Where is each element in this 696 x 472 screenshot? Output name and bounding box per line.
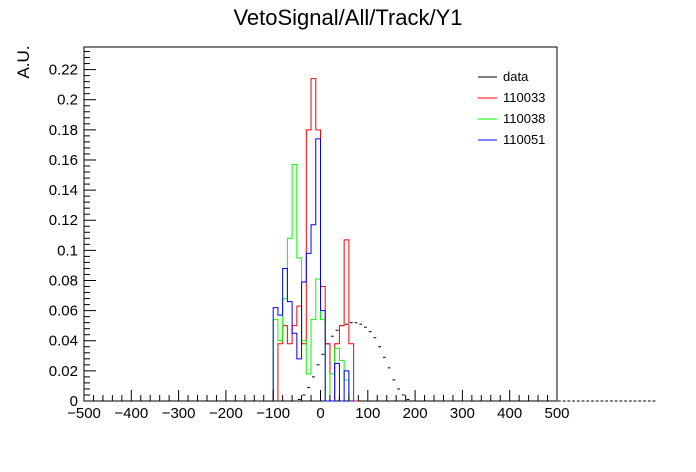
x-tick-label: −300 [162,405,196,422]
x-tick-label: 300 [450,405,475,422]
y-tick-label: 0.18 [49,122,78,139]
series-layer [84,78,656,402]
y-tick-label: 0.06 [49,303,78,320]
legend-label: 110038 [503,111,545,126]
axis-layer: −500 −400 −300 −200 −100 0 100 200 300 400 500 0 0.0… [49,51,570,422]
x-tick-label: −200 [209,405,243,422]
y-tick-label: 0 [70,393,78,410]
x-tick-label: −100 [256,405,290,422]
chart-title: VetoSignal/All/Track/Y1 [233,5,462,30]
y-tick-label: 0.04 [49,333,78,350]
y-tick-label: 0.1 [57,242,78,259]
legend: data 110033 110038 110051 [478,69,545,147]
y-tick-label: 0.12 [49,212,78,229]
x-tick-label: 400 [497,405,522,422]
y-tick-label: 0.16 [49,152,78,169]
y-axis-label: A.U. [14,45,33,78]
y-tick-label: 0.14 [49,182,78,199]
y-tick-label: 0.08 [49,272,78,289]
x-tick-label: −500 [67,405,101,422]
legend-label: 110051 [503,132,545,147]
series-110051-histogram [272,138,354,402]
y-tick-label: 0.02 [49,363,78,380]
series-110038-histogram [272,163,354,402]
y-tick-label: 0.2 [57,92,78,109]
x-tick-label: 500 [544,405,569,422]
y-tick-label: 0.22 [49,62,78,79]
x-tick-label: 200 [403,405,428,422]
series-110033-histogram [277,78,359,402]
x-tick-label: −400 [114,405,148,422]
legend-label: data [503,69,529,84]
x-tick-label: 0 [316,405,324,422]
legend-label: 110033 [503,90,545,105]
x-tick-label: 100 [355,405,380,422]
